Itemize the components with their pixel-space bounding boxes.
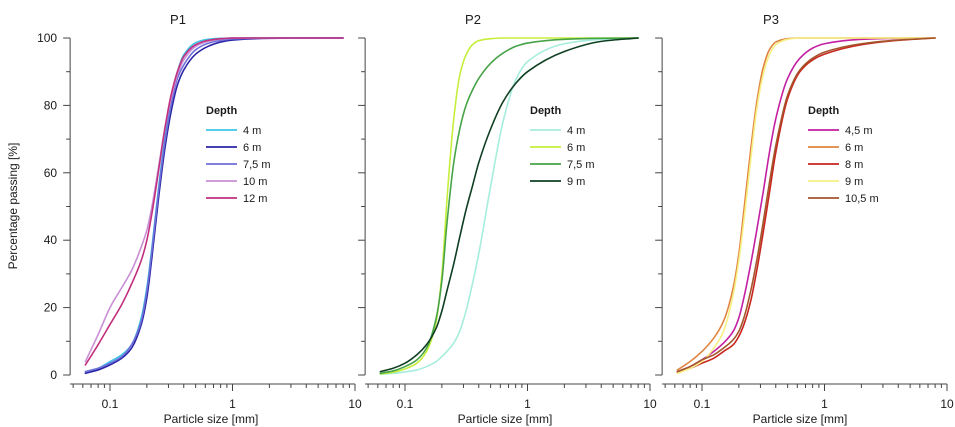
y-tick-label: 80 [44,98,58,112]
legend-label: 10 m [243,176,267,188]
series-line [84,37,344,366]
legend-label: 8 m [845,159,863,171]
legend-title: Depth [206,105,237,117]
axes: 0 20 40 60 80 100 0.1 1 10 [37,31,362,411]
series-line [676,37,936,373]
legend-title: Depth [530,105,561,117]
axes: 0.1 1 10 [655,37,954,411]
legend: Depth 4 m 6 m 7,5 m 9 m [530,105,595,188]
panel-title: P2 [465,12,481,27]
legend-label: 7,5 m [567,159,595,171]
series-line [676,37,936,371]
series-line [84,37,344,375]
series-lines [676,37,936,375]
y-tick-label: 0 [50,368,57,382]
x-tick-label: 0.1 [397,397,414,411]
series-line [84,37,344,373]
legend-label: 6 m [845,142,863,154]
panel-p2: 0.1 1 10 P2 Particle size [mm] Depth 4 m 6 … [358,12,657,426]
legend-label: 9 m [567,176,585,188]
x-tick-label: 0.1 [102,397,119,411]
x-tick-label: 10 [940,397,954,411]
legend-label: 4 m [243,125,261,137]
legend-label: 12 m [243,193,267,205]
y-tick-label: 60 [44,166,58,180]
x-tick-label: 1 [821,397,828,411]
x-axis-label: Particle size [mm] [458,412,553,426]
series-line [379,37,639,375]
y-tick-label: 20 [44,301,58,315]
series-lines [379,37,639,376]
series-line [84,37,344,373]
panel-title: P3 [763,12,779,27]
legend: Depth 4,5 m 6 m 8 m 9 m 10,5 m [808,105,879,205]
legend: Depth 4 m 6 m 7,5 m 10 m 12 m [206,105,271,205]
series-line [676,37,936,374]
x-axis-label: Particle size [mm] [753,412,848,426]
legend-label: 4,5 m [845,125,873,137]
x-tick-label: 0.1 [694,397,711,411]
legend-label: 4 m [567,125,585,137]
x-tick-label: 10 [348,397,362,411]
legend-label: 10,5 m [845,193,879,205]
series-line [676,37,936,375]
panel-p1: 0 20 40 60 80 100 0.1 1 10 P1 Percentage passing… [6,12,362,426]
legend-label: 6 m [567,142,585,154]
panel-p3: 0.1 1 10 P3 Particle size [mm] Depth 4,5 m… [655,12,954,426]
y-tick-label: 100 [37,31,57,45]
x-axis-label: Particle size [mm] [164,412,259,426]
series-line [676,37,936,373]
y-axis-label: Percentage passing [%] [6,143,20,270]
series-lines [84,37,344,375]
legend-label: 9 m [845,176,863,188]
legend-label: 6 m [243,142,261,154]
x-tick-label: 1 [229,397,236,411]
x-tick-label: 10 [643,397,657,411]
legend-label: 7,5 m [243,159,271,171]
x-tick-label: 1 [524,397,531,411]
panel-title: P1 [170,12,186,27]
series-line [379,37,639,375]
series-line [379,37,639,373]
series-line [379,37,639,376]
legend-title: Depth [808,105,839,117]
y-tick-label: 40 [44,233,58,247]
series-line [84,37,344,363]
axes: 0.1 1 10 [358,37,657,411]
